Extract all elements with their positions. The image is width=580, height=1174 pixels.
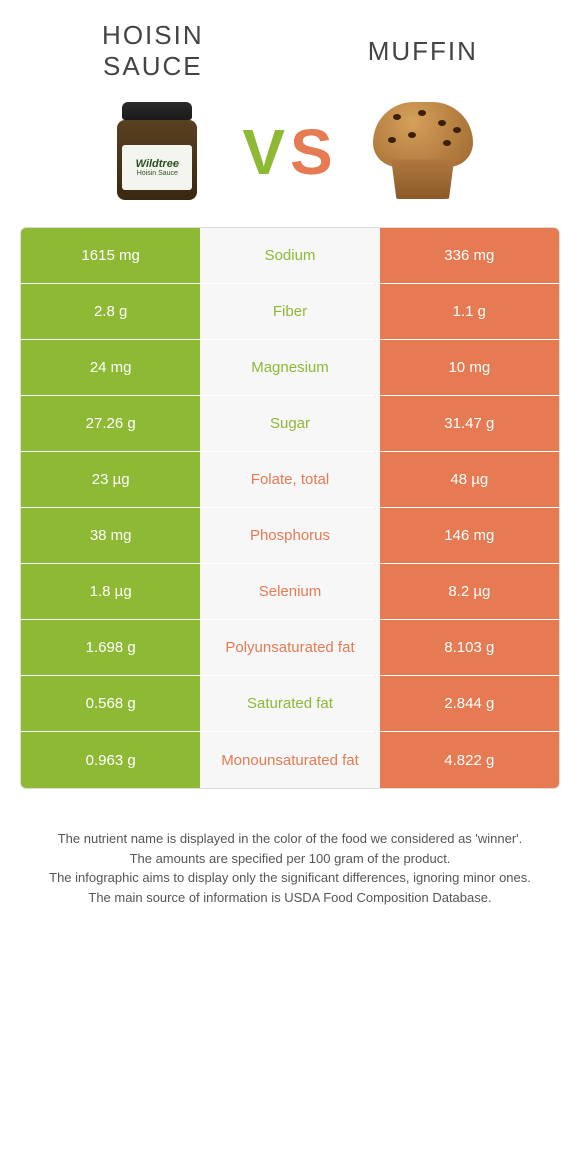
comparison-table: 1615 mgSodium336 mg2.8 gFiber1.1 g24 mgM…: [20, 227, 560, 789]
table-row: 24 mgMagnesium10 mg: [21, 340, 559, 396]
cell-left: 24 mg: [21, 340, 200, 395]
table-row: 38 mgPhosphorus146 mg: [21, 508, 559, 564]
cell-left: 0.963 g: [21, 732, 200, 788]
cell-right: 8.2 µg: [380, 564, 559, 619]
cell-left: 0.568 g: [21, 676, 200, 731]
table-row: 1.8 µgSelenium8.2 µg: [21, 564, 559, 620]
cell-right: 336 mg: [380, 228, 559, 283]
cell-label: Fiber: [200, 284, 379, 339]
images-row: Wildtree Hoisin Sauce VS: [20, 97, 560, 207]
vs-s: S: [290, 116, 338, 188]
muffin-icon: [368, 102, 478, 202]
footer-line1: The nutrient name is displayed in the co…: [20, 829, 560, 849]
table-row: 1.698 gPolyunsaturated fat8.103 g: [21, 620, 559, 676]
jar-icon: Wildtree Hoisin Sauce: [112, 102, 202, 202]
cell-right: 10 mg: [380, 340, 559, 395]
table-row: 1615 mgSodium336 mg: [21, 228, 559, 284]
cell-label: Magnesium: [200, 340, 379, 395]
cell-label: Selenium: [200, 564, 379, 619]
table-row: 0.963 gMonounsaturated fat4.822 g: [21, 732, 559, 788]
footer-line2: The amounts are specified per 100 gram o…: [20, 849, 560, 869]
cell-label: Phosphorus: [200, 508, 379, 563]
cell-right: 2.844 g: [380, 676, 559, 731]
table-row: 27.26 gSugar31.47 g: [21, 396, 559, 452]
food-right-title: Muffin: [368, 36, 478, 67]
cell-right: 146 mg: [380, 508, 559, 563]
cell-right: 31.47 g: [380, 396, 559, 451]
cell-label: Sodium: [200, 228, 379, 283]
table-row: 23 µgFolate, total48 µg: [21, 452, 559, 508]
cell-right: 4.822 g: [380, 732, 559, 788]
cell-right: 8.103 g: [380, 620, 559, 675]
cell-label: Sugar: [200, 396, 379, 451]
footer-line4: The main source of information is USDA F…: [20, 888, 560, 908]
food-left-image: Wildtree Hoisin Sauce: [92, 97, 222, 207]
cell-left: 1615 mg: [21, 228, 200, 283]
cell-right: 1.1 g: [380, 284, 559, 339]
jar-product: Hoisin Sauce: [137, 170, 178, 177]
header: Hoisinsauce Muffin: [20, 20, 560, 82]
vs-label: VS: [242, 115, 337, 189]
jar-brand: Wildtree: [136, 158, 179, 170]
footer-line3: The infographic aims to display only the…: [20, 868, 560, 888]
cell-label: Monounsaturated fat: [200, 732, 379, 788]
table-row: 2.8 gFiber1.1 g: [21, 284, 559, 340]
food-right-image: [358, 97, 488, 207]
table-row: 0.568 gSaturated fat2.844 g: [21, 676, 559, 732]
cell-label: Polyunsaturated fat: [200, 620, 379, 675]
vs-v: V: [242, 116, 290, 188]
cell-left: 2.8 g: [21, 284, 200, 339]
food-left-title: Hoisinsauce: [102, 20, 204, 82]
cell-right: 48 µg: [380, 452, 559, 507]
cell-left: 38 mg: [21, 508, 200, 563]
cell-label: Saturated fat: [200, 676, 379, 731]
cell-left: 23 µg: [21, 452, 200, 507]
cell-left: 27.26 g: [21, 396, 200, 451]
cell-left: 1.8 µg: [21, 564, 200, 619]
footer-notes: The nutrient name is displayed in the co…: [20, 829, 560, 907]
cell-label: Folate, total: [200, 452, 379, 507]
cell-left: 1.698 g: [21, 620, 200, 675]
